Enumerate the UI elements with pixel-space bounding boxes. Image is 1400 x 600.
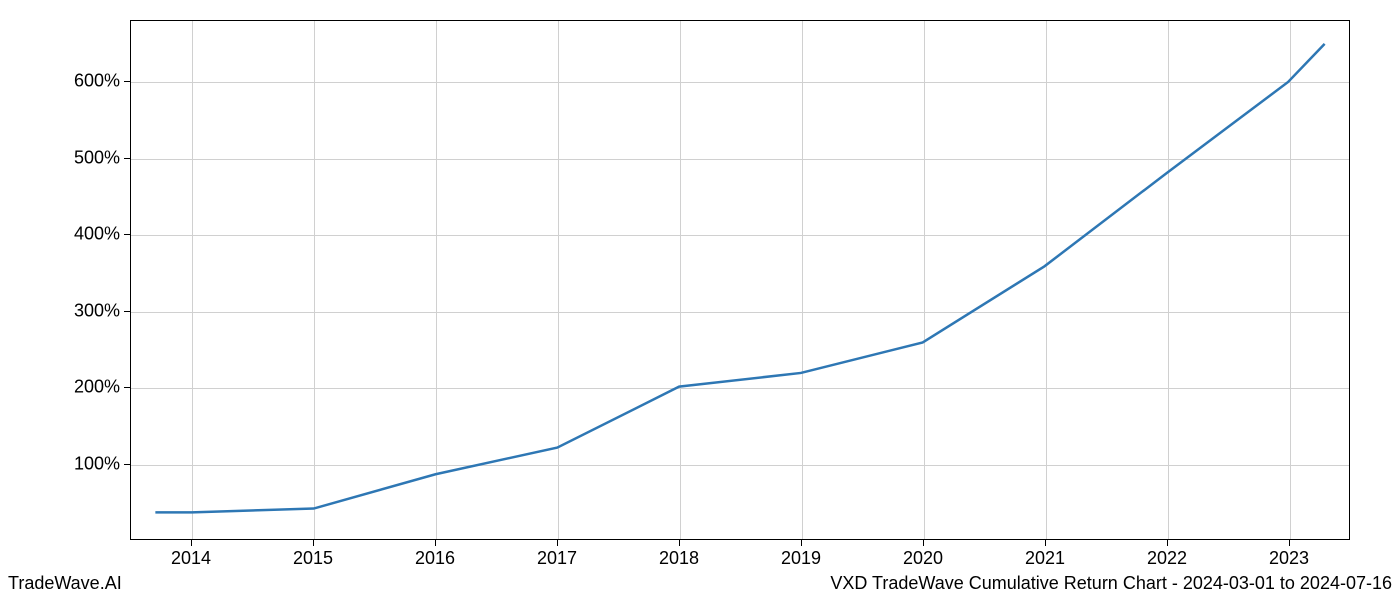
x-tick-label: 2020 <box>903 548 943 569</box>
x-tick-label: 2021 <box>1025 548 1065 569</box>
x-tick-mark <box>1167 540 1168 546</box>
y-tick-label: 400% <box>74 224 120 245</box>
x-tick-mark <box>557 540 558 546</box>
footer-left-text: TradeWave.AI <box>8 573 122 594</box>
x-tick-mark <box>923 540 924 546</box>
chart-container: 100%200%300%400%500%600% 201420152016201… <box>130 20 1350 540</box>
data-line <box>155 44 1324 512</box>
plot-area <box>130 20 1350 540</box>
y-tick-mark <box>124 158 130 159</box>
x-tick-mark <box>313 540 314 546</box>
x-tick-label: 2014 <box>171 548 211 569</box>
x-tick-label: 2017 <box>537 548 577 569</box>
x-tick-label: 2016 <box>415 548 455 569</box>
footer-right-text: VXD TradeWave Cumulative Return Chart - … <box>830 573 1392 594</box>
line-chart-svg <box>131 21 1349 539</box>
x-tick-mark <box>1045 540 1046 546</box>
x-tick-mark <box>801 540 802 546</box>
x-tick-label: 2018 <box>659 548 699 569</box>
x-tick-mark <box>435 540 436 546</box>
y-tick-mark <box>124 311 130 312</box>
y-tick-mark <box>124 464 130 465</box>
x-tick-mark <box>679 540 680 546</box>
y-tick-label: 600% <box>74 71 120 92</box>
y-tick-label: 200% <box>74 377 120 398</box>
x-tick-mark <box>1289 540 1290 546</box>
x-tick-label: 2022 <box>1147 548 1187 569</box>
y-tick-label: 300% <box>74 300 120 321</box>
y-tick-mark <box>124 81 130 82</box>
x-tick-mark <box>191 540 192 546</box>
x-tick-label: 2019 <box>781 548 821 569</box>
y-tick-label: 500% <box>74 147 120 168</box>
y-tick-label: 100% <box>74 453 120 474</box>
x-tick-label: 2015 <box>293 548 333 569</box>
x-tick-label: 2023 <box>1269 548 1309 569</box>
y-tick-mark <box>124 234 130 235</box>
y-tick-mark <box>124 387 130 388</box>
